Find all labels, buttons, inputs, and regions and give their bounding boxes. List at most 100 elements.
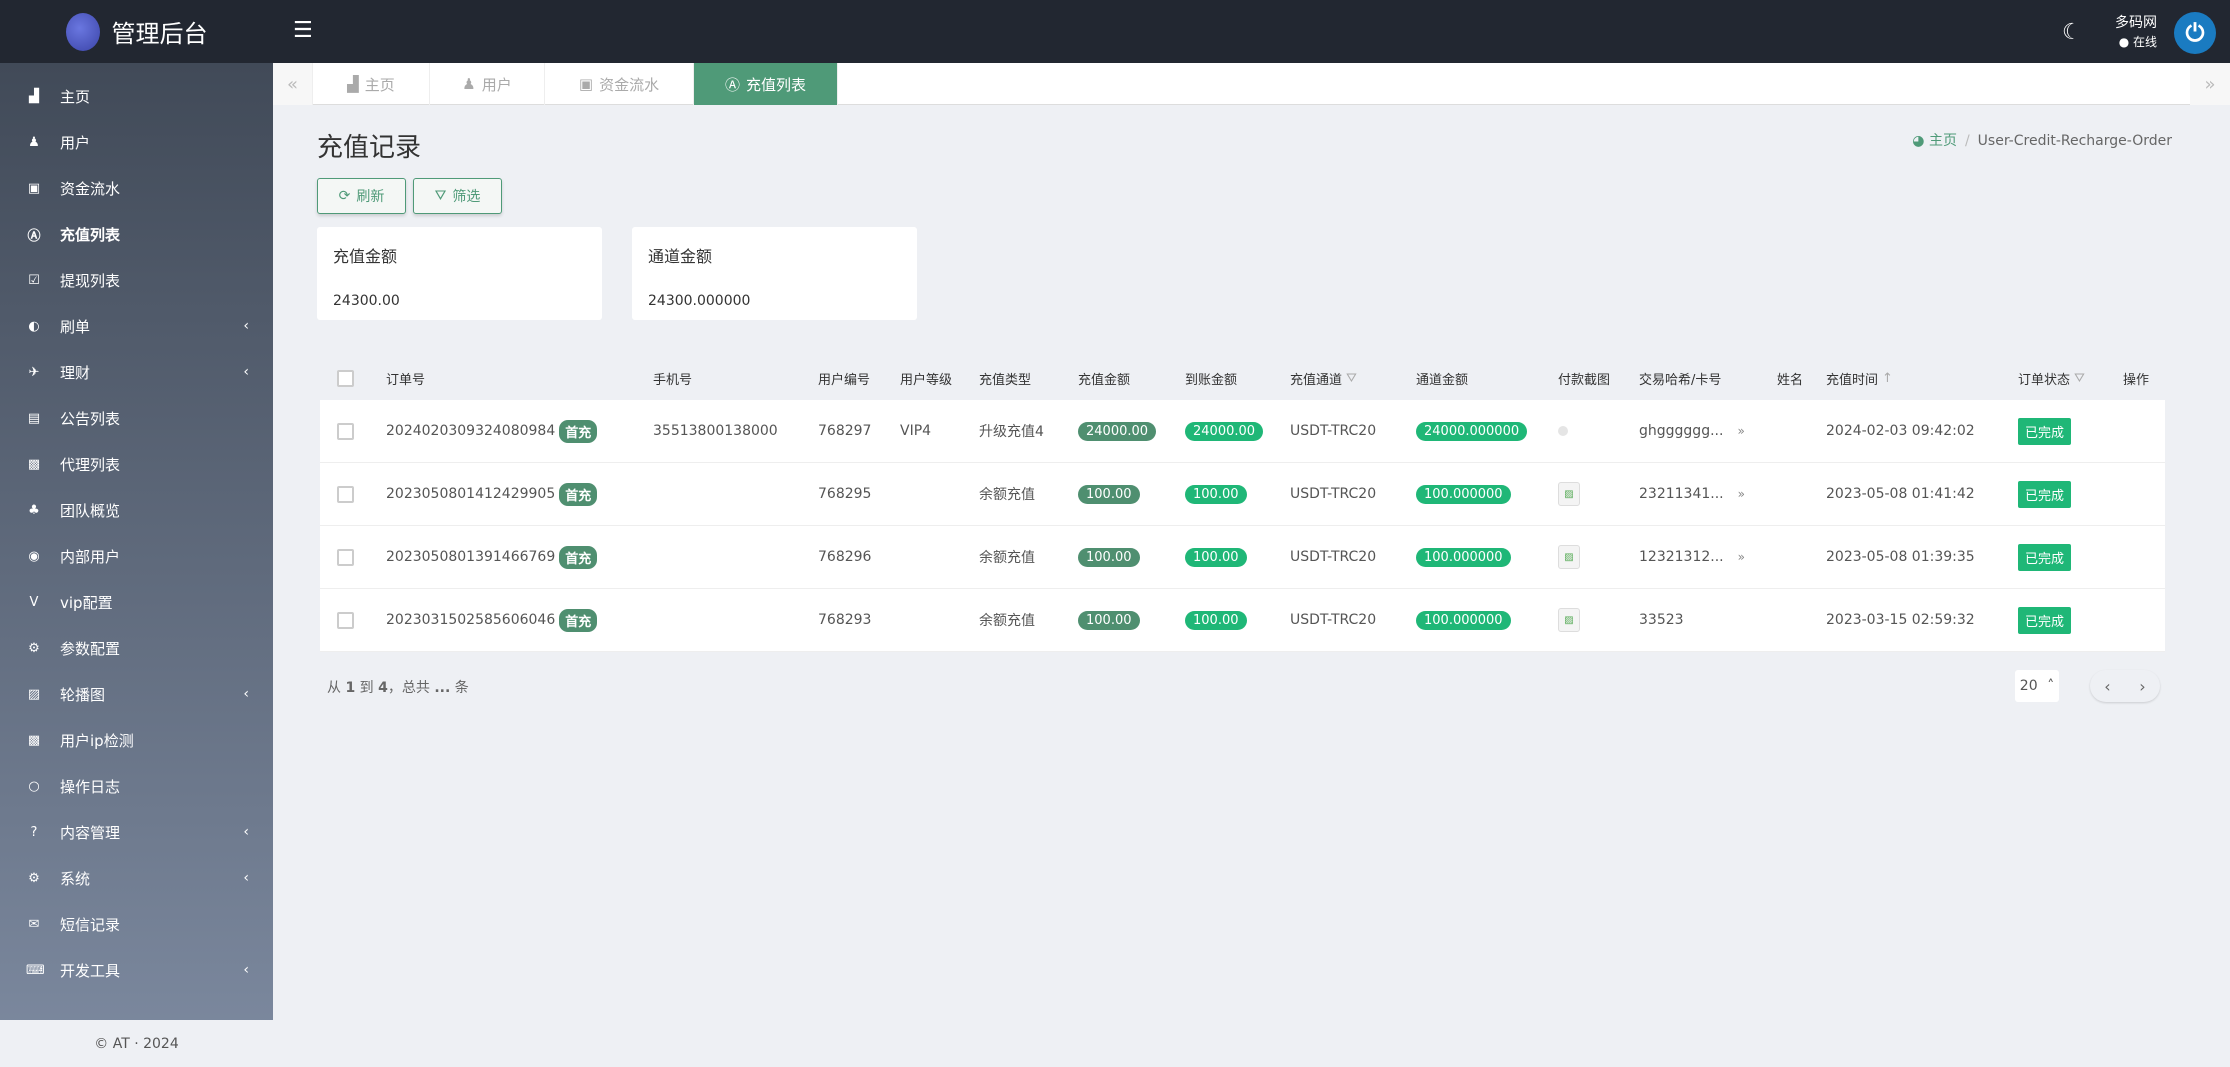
expand-icon[interactable]: » bbox=[1737, 424, 1745, 438]
table-cell: 已完成 bbox=[2018, 417, 2072, 445]
sidebar-item[interactable]: ◐ 刷单 ‹ bbox=[0, 303, 273, 349]
sidebar-item[interactable]: ⌨ 开发工具 ‹ bbox=[0, 947, 273, 993]
sidebar-item[interactable]: ✉ 短信记录 bbox=[0, 901, 273, 947]
row-checkbox[interactable] bbox=[337, 422, 354, 440]
logo[interactable]: 管理后台 bbox=[0, 0, 273, 63]
tab[interactable]: ▟ 主页 bbox=[313, 63, 430, 105]
table-cell: 2023050801391466769 首充 bbox=[386, 545, 598, 569]
filter-icon[interactable]: ⛛ bbox=[1346, 371, 1357, 386]
sidebar-item[interactable]: ☑ 提现列表 bbox=[0, 257, 273, 303]
next-page-button[interactable]: › bbox=[2139, 676, 2146, 696]
tab[interactable]: Ⓐ 充值列表 bbox=[694, 63, 838, 105]
tab-icon: ▣ bbox=[578, 75, 594, 93]
table-row: 2023050801391466769 首充 768296 余额充值 100.00… bbox=[320, 526, 2165, 589]
sidebar-icon: ○ bbox=[28, 778, 40, 794]
tabs-scroll-left-icon[interactable]: « bbox=[273, 63, 313, 105]
table-cell: ▨ bbox=[1558, 482, 1580, 506]
table-cell: 33523 bbox=[1639, 612, 1684, 628]
sidebar-item-label: 团队概览 bbox=[60, 501, 121, 520]
column-header: 到账金额 bbox=[1185, 369, 1237, 388]
sidebar-item[interactable]: ⚙ 系统 ‹ bbox=[0, 855, 273, 901]
row-checkbox[interactable] bbox=[337, 548, 354, 566]
pagination-text: ... bbox=[434, 680, 451, 696]
column-header: 充值类型 bbox=[979, 369, 1031, 388]
header-label: 充值时间 bbox=[1826, 373, 1879, 388]
broken-image-icon[interactable]: ▨ bbox=[1558, 482, 1580, 506]
tab[interactable]: ♟ 用户 bbox=[430, 63, 545, 105]
sidebar-icon: ▤ bbox=[27, 410, 41, 426]
sidebar-item[interactable]: ▣ 资金流水 bbox=[0, 165, 273, 211]
broken-image-icon[interactable]: ▨ bbox=[1558, 608, 1580, 632]
sidebar-icon: ▣ bbox=[27, 180, 41, 196]
user-id: 768297 bbox=[818, 423, 872, 439]
page-size-value: 20 bbox=[2019, 678, 2038, 694]
sidebar-item[interactable]: ▤ 公告列表 bbox=[0, 395, 273, 441]
column-header: 订单状态 ⛛ bbox=[2018, 369, 2085, 388]
sidebar-item[interactable]: ♣ 团队概览 bbox=[0, 487, 273, 533]
avatar[interactable]: ⏻ bbox=[2174, 12, 2216, 54]
sidebar-item[interactable]: ♟ 用户 bbox=[0, 119, 273, 165]
pagination-nav: ‹ › bbox=[2090, 670, 2160, 702]
refresh-button[interactable]: ⟳ 刷新 bbox=[317, 178, 406, 214]
table-cell: 12321312... » bbox=[1639, 549, 1745, 565]
menu-toggle-icon[interactable]: ☰ bbox=[293, 18, 313, 43]
sidebar-item[interactable]: Ⓐ 充值列表 bbox=[0, 211, 273, 257]
select-all-checkbox[interactable] bbox=[337, 370, 354, 387]
sidebar-item-label: 开发工具 bbox=[60, 961, 121, 980]
sidebar-item[interactable]: ? 内容管理 ‹ bbox=[0, 809, 273, 855]
column-header: 充值金额 bbox=[1078, 369, 1130, 388]
sidebar-item[interactable]: ◉ 内部用户 bbox=[0, 533, 273, 579]
prev-page-button[interactable]: ‹ bbox=[2104, 676, 2111, 696]
column-header: 姓名 bbox=[1777, 369, 1803, 388]
breadcrumb-home[interactable]: 主页 bbox=[1928, 133, 1957, 149]
column-header: 充值通道 ⛛ bbox=[1290, 369, 1357, 388]
filter-button[interactable]: ⛛ 筛选 bbox=[413, 178, 502, 214]
table-cell: 24000.00 bbox=[1078, 421, 1157, 441]
recharge-time: 2024-02-03 09:42:02 bbox=[1826, 423, 1975, 439]
breadcrumb: ◕ 主页 / User-Credit-Recharge-Order bbox=[1912, 133, 2172, 149]
table-cell bbox=[337, 422, 354, 440]
header-label: 订单状态 bbox=[2018, 373, 2071, 388]
sidebar-item[interactable]: ⚙ 参数配置 bbox=[0, 625, 273, 671]
recharge-amount-card: 充值金额 24300.00 bbox=[317, 227, 602, 320]
user-info[interactable]: 多码网 ● 在线 bbox=[2115, 14, 2157, 52]
filter-icon[interactable]: ⛛ bbox=[2074, 371, 2085, 386]
header-label: 姓名 bbox=[1777, 373, 1804, 388]
column-header[interactable]: 充值时间 ↑ bbox=[1826, 369, 1893, 388]
expand-icon[interactable]: » bbox=[1737, 487, 1745, 501]
sidebar-item[interactable]: ▩ 代理列表 bbox=[0, 441, 273, 487]
page-size-select[interactable]: 20 ˄ bbox=[2015, 670, 2059, 702]
page-title: 充值记录 bbox=[317, 133, 422, 163]
sidebar-item[interactable]: ▟ 主页 bbox=[0, 73, 273, 119]
user-id: 768296 bbox=[818, 549, 872, 565]
received-pill: 100.00 bbox=[1185, 547, 1247, 567]
channel-amount-pill: 24000.000000 bbox=[1416, 421, 1528, 441]
sidebar-item[interactable]: ▨ 轮播图 ‹ bbox=[0, 671, 273, 717]
tab-icon: Ⓐ bbox=[724, 75, 740, 94]
table-cell bbox=[337, 611, 354, 629]
tabs-scroll-right-icon[interactable]: » bbox=[2190, 63, 2230, 105]
logo-icon bbox=[65, 12, 100, 51]
sidebar-icon: ⚙ bbox=[28, 640, 40, 656]
card-label: 充值金额 bbox=[333, 247, 398, 266]
column-header: 操作 bbox=[2123, 369, 2149, 388]
dark-mode-moon-icon[interactable]: ☾ bbox=[2062, 20, 2082, 45]
sort-arrow-up-icon[interactable]: ↑ bbox=[1882, 371, 1893, 386]
broken-image-icon[interactable]: ▨ bbox=[1558, 545, 1580, 569]
order-number: 2023050801412429905 bbox=[386, 486, 556, 502]
sidebar-item-label: 提现列表 bbox=[60, 271, 121, 290]
expand-icon[interactable]: » bbox=[1737, 550, 1745, 564]
row-checkbox[interactable] bbox=[337, 485, 354, 503]
header-label bbox=[337, 370, 354, 387]
column-header: 手机号 bbox=[653, 369, 692, 388]
sidebar-item[interactable]: ○ 操作日志 bbox=[0, 763, 273, 809]
sidebar-item-label: 代理列表 bbox=[60, 455, 121, 474]
sidebar-item[interactable]: ▩ 用户ip检测 bbox=[0, 717, 273, 763]
sidebar-icon: ▟ bbox=[29, 88, 39, 104]
table-cell: 24000.00 bbox=[1185, 421, 1264, 441]
row-checkbox[interactable] bbox=[337, 611, 354, 629]
tab-icon: ♟ bbox=[462, 75, 476, 93]
sidebar-item[interactable]: ✈ 理财 ‹ bbox=[0, 349, 273, 395]
tab[interactable]: ▣ 资金流水 bbox=[545, 63, 694, 105]
